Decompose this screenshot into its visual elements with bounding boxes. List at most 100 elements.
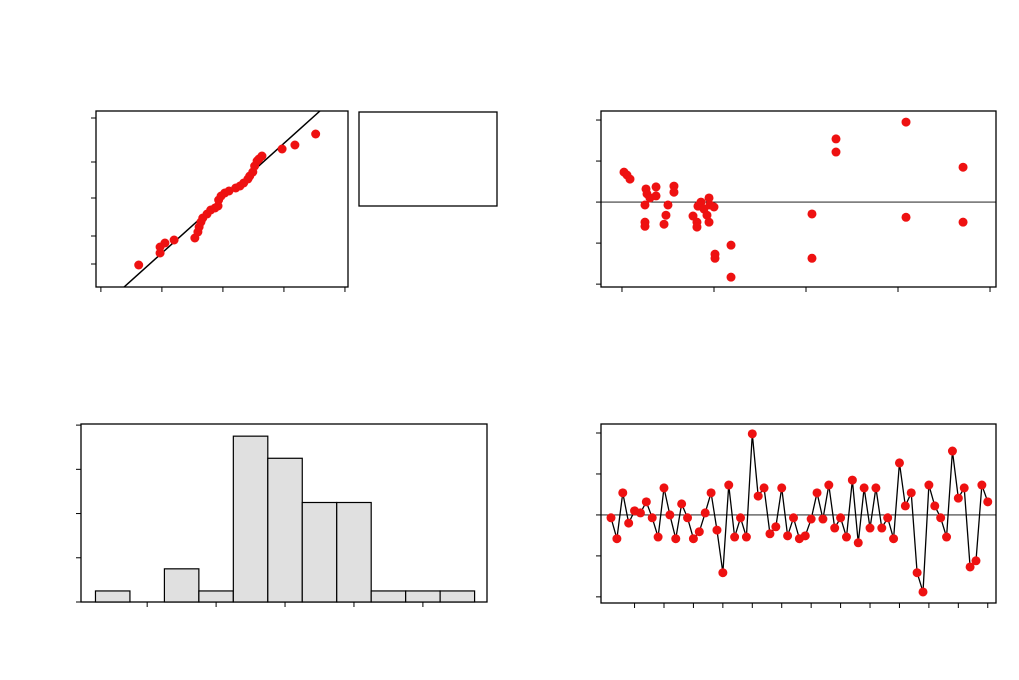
point	[906, 488, 916, 498]
point	[971, 556, 981, 566]
point	[706, 488, 716, 498]
point	[669, 187, 679, 197]
point	[651, 191, 661, 201]
point	[859, 483, 869, 493]
histogram-bar	[198, 590, 234, 603]
point	[777, 483, 787, 493]
point	[659, 219, 669, 229]
point	[865, 523, 875, 533]
point	[977, 480, 987, 490]
point	[704, 193, 714, 203]
point	[800, 531, 810, 541]
plot-frame	[600, 110, 997, 288]
point	[830, 523, 840, 533]
point	[665, 510, 675, 520]
point	[836, 513, 846, 523]
point	[640, 200, 650, 210]
point	[983, 497, 993, 507]
point	[669, 181, 679, 191]
point	[918, 587, 928, 597]
point	[765, 529, 775, 539]
point	[635, 508, 645, 518]
histogram-bar	[232, 435, 269, 603]
point	[807, 253, 817, 263]
point	[651, 182, 661, 192]
histogram-bar	[94, 590, 131, 603]
point	[641, 497, 651, 507]
point	[771, 522, 781, 532]
point	[894, 458, 904, 468]
point	[290, 140, 300, 150]
histogram-bar	[301, 501, 338, 603]
point	[853, 538, 863, 548]
point	[724, 480, 734, 490]
point	[965, 562, 975, 572]
point	[871, 483, 881, 493]
point	[841, 532, 851, 542]
legend-box	[358, 111, 498, 207]
point	[953, 493, 963, 503]
point	[692, 222, 702, 232]
point	[930, 501, 940, 511]
histogram-bar	[439, 590, 476, 603]
point	[807, 209, 817, 219]
point	[726, 240, 736, 250]
point	[624, 518, 634, 528]
point	[883, 513, 893, 523]
point	[653, 532, 663, 542]
point	[671, 534, 681, 544]
point	[134, 260, 144, 270]
point	[224, 186, 234, 196]
point	[783, 531, 793, 541]
point	[759, 483, 769, 493]
point	[847, 475, 857, 485]
point	[704, 217, 714, 227]
point	[612, 534, 622, 544]
point	[901, 117, 911, 127]
point	[889, 534, 899, 544]
point	[901, 212, 911, 222]
point	[169, 235, 179, 245]
point	[700, 508, 710, 518]
point	[311, 129, 321, 139]
point	[824, 480, 834, 490]
point	[257, 151, 267, 161]
point	[277, 144, 287, 154]
point	[936, 513, 946, 523]
point	[659, 483, 669, 493]
point	[618, 488, 628, 498]
point	[947, 446, 957, 456]
point	[924, 480, 934, 490]
point	[912, 568, 922, 578]
histogram-bar	[267, 457, 303, 603]
point	[712, 525, 722, 535]
point	[647, 513, 657, 523]
point	[718, 568, 728, 578]
point	[683, 513, 693, 523]
point	[877, 523, 887, 533]
point	[696, 197, 706, 207]
point	[702, 210, 712, 220]
histogram-bar	[163, 568, 200, 603]
point	[942, 532, 952, 542]
point	[806, 514, 816, 524]
point	[640, 221, 650, 231]
point	[160, 238, 170, 248]
point	[958, 217, 968, 227]
point	[812, 488, 822, 498]
point	[753, 491, 763, 501]
point	[736, 513, 746, 523]
point	[606, 513, 616, 523]
plot-frame	[600, 423, 997, 604]
point	[818, 514, 828, 524]
plot-frame	[95, 110, 349, 288]
histogram-bar	[336, 501, 372, 603]
point	[625, 174, 635, 184]
point	[959, 483, 969, 493]
point	[709, 202, 719, 212]
point	[663, 200, 673, 210]
histogram-bar	[405, 590, 441, 603]
point	[747, 429, 757, 439]
point	[788, 513, 798, 523]
